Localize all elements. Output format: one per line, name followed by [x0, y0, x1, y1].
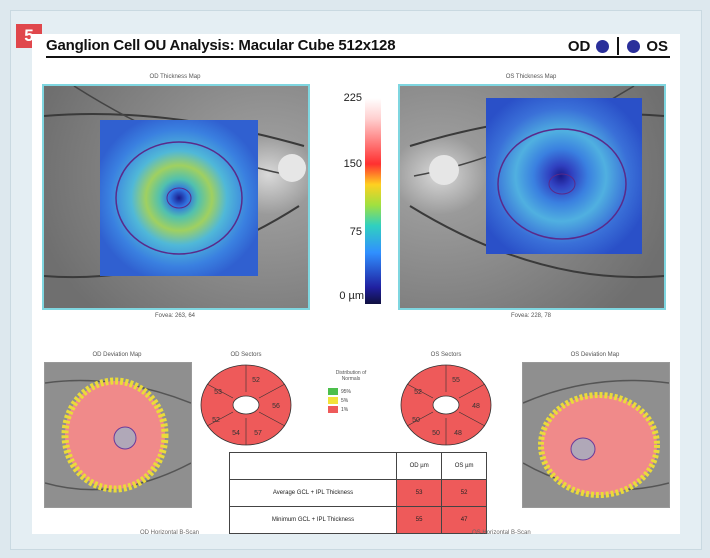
average-os-value: 52 — [441, 479, 487, 507]
os-dot-icon — [627, 39, 641, 53]
od-label: OD — [567, 37, 591, 55]
os-thickness-map — [398, 84, 666, 310]
legend-label-95: 95% — [341, 388, 352, 395]
os-map-caption: OS Thickness Map — [505, 74, 557, 80]
od-deviation-caption: OD Deviation Map — [92, 352, 142, 358]
os-deviation-caption: OS Deviation Map — [570, 352, 620, 358]
os-sector-sup-nasal: 55 — [452, 377, 460, 384]
gcl-report: Ganglion Cell OU Analysis: Macular Cube … — [32, 34, 680, 536]
os-label: OS — [646, 37, 668, 55]
os-sector-sup-temporal: 52 — [414, 389, 422, 396]
legend-swatch-red — [328, 406, 338, 413]
od-sector-sup-temporal: 53 — [214, 389, 222, 396]
os-sectors-caption: OS Sectors — [430, 352, 462, 358]
minimum-od-value: 55 — [395, 506, 443, 534]
legend-row-95: 95% — [328, 388, 374, 395]
legend-row-5: 5% — [328, 397, 374, 404]
table-row: Minimum GCL + IPL Thickness 55 47 — [229, 506, 487, 534]
os-fovea: Fovea: 228, 78 — [510, 313, 552, 319]
od-thickness-map — [42, 84, 310, 310]
row-label-average: Average GCL + IPL Thickness — [229, 479, 397, 507]
legend-swatch-yellow — [328, 397, 338, 404]
os-sector-inf-nasal: 48 — [454, 430, 462, 437]
average-od-value: 53 — [395, 479, 443, 507]
od-sector-sup-nasal: 52 — [252, 377, 260, 384]
legend-title: Distribution of Normals — [335, 370, 367, 382]
os-deviation-map — [522, 362, 670, 508]
legend-row-1: 1% — [328, 406, 374, 413]
table-header-row: OD µm OS µm — [229, 452, 487, 480]
od-sector-temporal: 52 — [212, 417, 220, 424]
thickness-color-scale — [365, 98, 381, 304]
od-map-caption: OD Thickness Map — [149, 74, 201, 80]
od-sector-inf-temporal: 54 — [232, 430, 240, 437]
scale-label-0: 0 µm — [339, 290, 364, 302]
os-sectors-chart: 55 48 48 50 50 52 — [400, 364, 492, 446]
table-header-os: OS µm — [441, 452, 487, 480]
legend-divider — [617, 37, 620, 55]
scale-label-75: 75 — [349, 226, 362, 238]
os-sector-nasal: 48 — [472, 403, 480, 410]
os-bscan-caption: OS Horizontal B-Scan — [472, 530, 531, 536]
scale-label-225: 225 — [343, 92, 362, 104]
table-row: Average GCL + IPL Thickness 53 52 — [229, 479, 487, 507]
gcl-thickness-table: OD µm OS µm Average GCL + IPL Thickness … — [229, 452, 487, 534]
od-sector-inf-nasal: 57 — [254, 430, 262, 437]
legend-label-5: 5% — [341, 397, 349, 404]
minimum-os-value: 47 — [441, 506, 487, 534]
od-bscan-caption: OD Horizontal B-Scan — [140, 530, 200, 536]
table-header-blank — [229, 452, 397, 480]
eye-legend: OD OS — [568, 37, 668, 55]
report-title: Ganglion Cell OU Analysis: Macular Cube … — [46, 37, 396, 54]
od-fovea: Fovea: 263, 64 — [154, 313, 196, 319]
os-sector-inf-temporal: 50 — [432, 430, 440, 437]
table-header-od: OD µm — [395, 452, 443, 480]
row-label-minimum: Minimum GCL + IPL Thickness — [229, 506, 397, 534]
title-rule — [46, 56, 670, 58]
scale-label-150: 150 — [343, 158, 362, 170]
legend-swatch-green — [328, 388, 338, 395]
od-dot-icon — [596, 39, 610, 53]
legend-label-1: 1% — [341, 406, 349, 413]
od-sectors-chart: 52 56 57 54 52 53 — [200, 364, 292, 446]
distribution-legend: Distribution of Normals 95% 5% 1% — [328, 370, 374, 413]
os-sector-temporal: 50 — [412, 417, 420, 424]
od-sectors-caption: OD Sectors — [230, 352, 262, 358]
od-sector-nasal: 56 — [272, 403, 280, 410]
od-deviation-map — [44, 362, 192, 508]
